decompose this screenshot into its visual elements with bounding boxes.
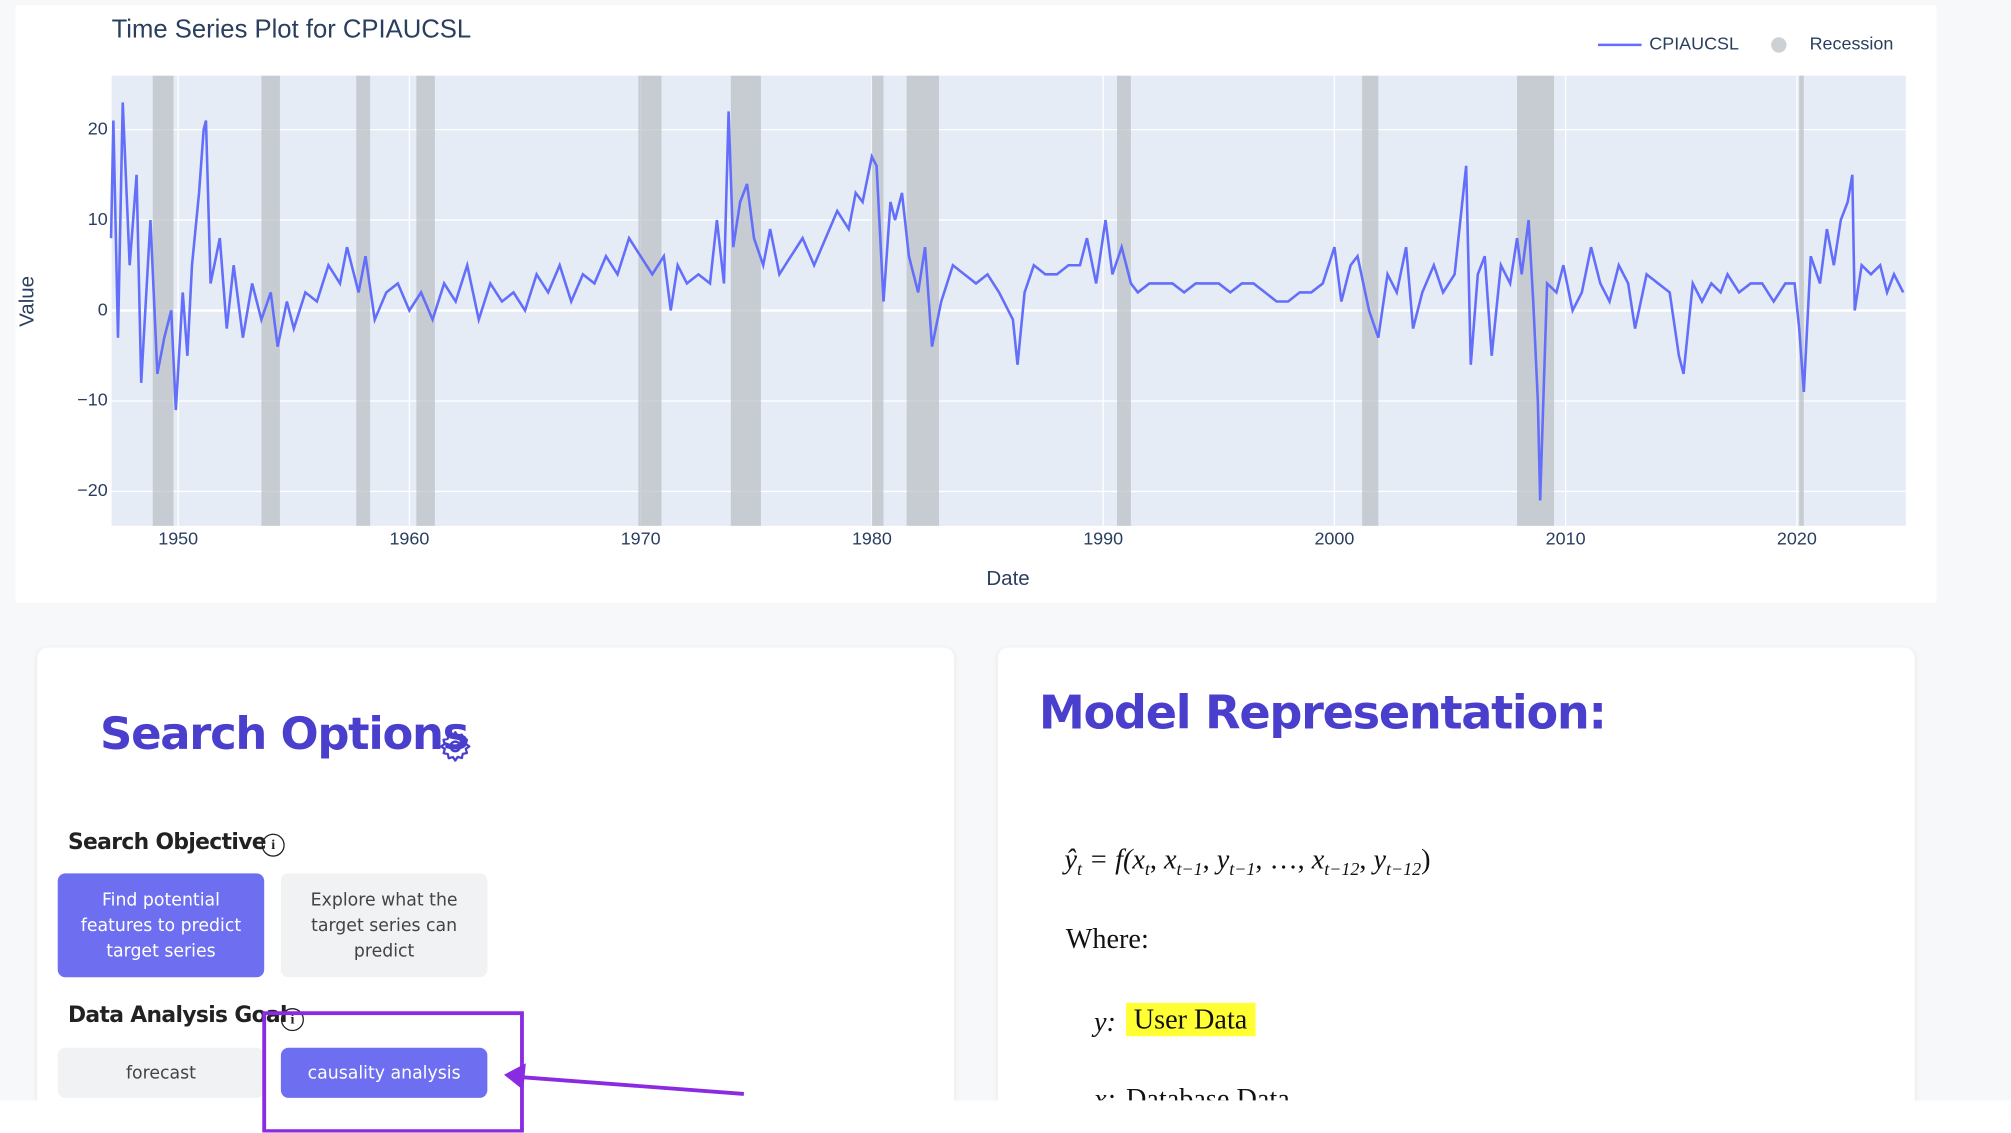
x-tick-label: 2000: [1314, 529, 1354, 549]
y-value: User Data: [1126, 1002, 1256, 1037]
recession-band: [1362, 75, 1379, 526]
objective-button[interactable]: Explore what the target series can predi…: [280, 873, 488, 978]
recession-band: [638, 75, 662, 526]
x-key: x:: [1093, 1082, 1116, 1101]
x-tick-label: 1950: [158, 529, 198, 549]
x-tick-label: 1980: [852, 529, 892, 549]
recession-band: [730, 75, 761, 526]
formula-subscript: t−12: [1386, 861, 1422, 881]
formula-part: ŷ: [1064, 842, 1077, 875]
y-key: y:: [1093, 1005, 1116, 1038]
settings-icon[interactable]: [437, 728, 473, 764]
formula-subscript: t−1: [1229, 861, 1256, 881]
model-card: Model Representation: ŷt = f(xt, xt−1, y…: [997, 647, 1915, 1101]
plot-area: [111, 75, 1906, 526]
formula-part: x: [1311, 842, 1325, 875]
x-value: Database Data: [1126, 1082, 1290, 1101]
recession-band: [1799, 75, 1804, 526]
y-tick-label: −10: [77, 390, 107, 410]
objective-button[interactable]: Find potential features to predict targe…: [57, 873, 265, 978]
y-tick-label: 0: [98, 299, 108, 319]
formula-part: = f(: [1081, 842, 1133, 875]
goal-button[interactable]: causality analysis: [280, 1047, 488, 1098]
x-tick-label: 2020: [1777, 529, 1817, 549]
formula-part: ): [1421, 842, 1431, 875]
info-icon[interactable]: i: [261, 833, 285, 857]
x-tick-label: 1990: [1083, 529, 1123, 549]
legend-label: CPIAUCSL: [1649, 34, 1739, 54]
formula-part: y: [1216, 842, 1230, 875]
recession-band: [152, 75, 174, 526]
legend-label: Recession: [1810, 34, 1894, 54]
x-tick-label: 1970: [621, 529, 661, 549]
y-axis-title: Value: [16, 276, 39, 327]
formula-part: , …,: [1255, 842, 1312, 875]
goal-button[interactable]: forecast: [57, 1047, 265, 1098]
info-icon[interactable]: i: [280, 1008, 304, 1032]
formula-part: x: [1164, 842, 1177, 875]
chart: Time Series Plot for CPIAUCSL Date Value…: [15, 15, 1906, 591]
recession-band: [1517, 75, 1555, 526]
formula-subscript: t: [1144, 861, 1150, 881]
goal-label: Data Analysis Goal: [67, 1002, 288, 1029]
x-tick-label: 1960: [389, 529, 429, 549]
app: Time Series Plot for CPIAUCSL Date Value…: [15, 15, 1915, 1101]
y-tick-label: 20: [88, 118, 108, 138]
objective-label: Search Objective: [67, 829, 267, 856]
formula-part: y: [1373, 842, 1387, 875]
recession-band: [1117, 75, 1131, 526]
formula-part: ,: [1149, 842, 1165, 875]
search-options-card: Search Options Search Objective i Find p…: [37, 647, 955, 1101]
x-axis-title: Date: [986, 567, 1029, 590]
legend-marker: [1771, 37, 1787, 53]
formula-part: x: [1132, 842, 1145, 875]
y-tick-label: 10: [88, 209, 108, 229]
chart-title: Time Series Plot for CPIAUCSL: [112, 16, 472, 44]
formula-subscript: t: [1076, 861, 1082, 881]
where-label: Where:: [1065, 922, 1149, 955]
y-tick-label: −20: [77, 480, 107, 500]
formula-part: ,: [1202, 842, 1217, 875]
formula: ŷt = f(xt, xt−1, yt−1, …, xt−12, yt−12): [1064, 843, 1430, 882]
formula-subscript: t−1: [1176, 861, 1203, 881]
x-tick-label: 2010: [1546, 529, 1586, 549]
recession-band: [871, 75, 884, 526]
search-options-title: Search Options: [100, 709, 469, 761]
recession-band: [356, 75, 371, 526]
recession-band: [906, 75, 939, 526]
formula-subscript: t−12: [1324, 861, 1360, 881]
model-title: Model Representation:: [1038, 687, 1607, 741]
series-line: [109, 102, 1905, 501]
formula-part: ,: [1359, 842, 1374, 875]
